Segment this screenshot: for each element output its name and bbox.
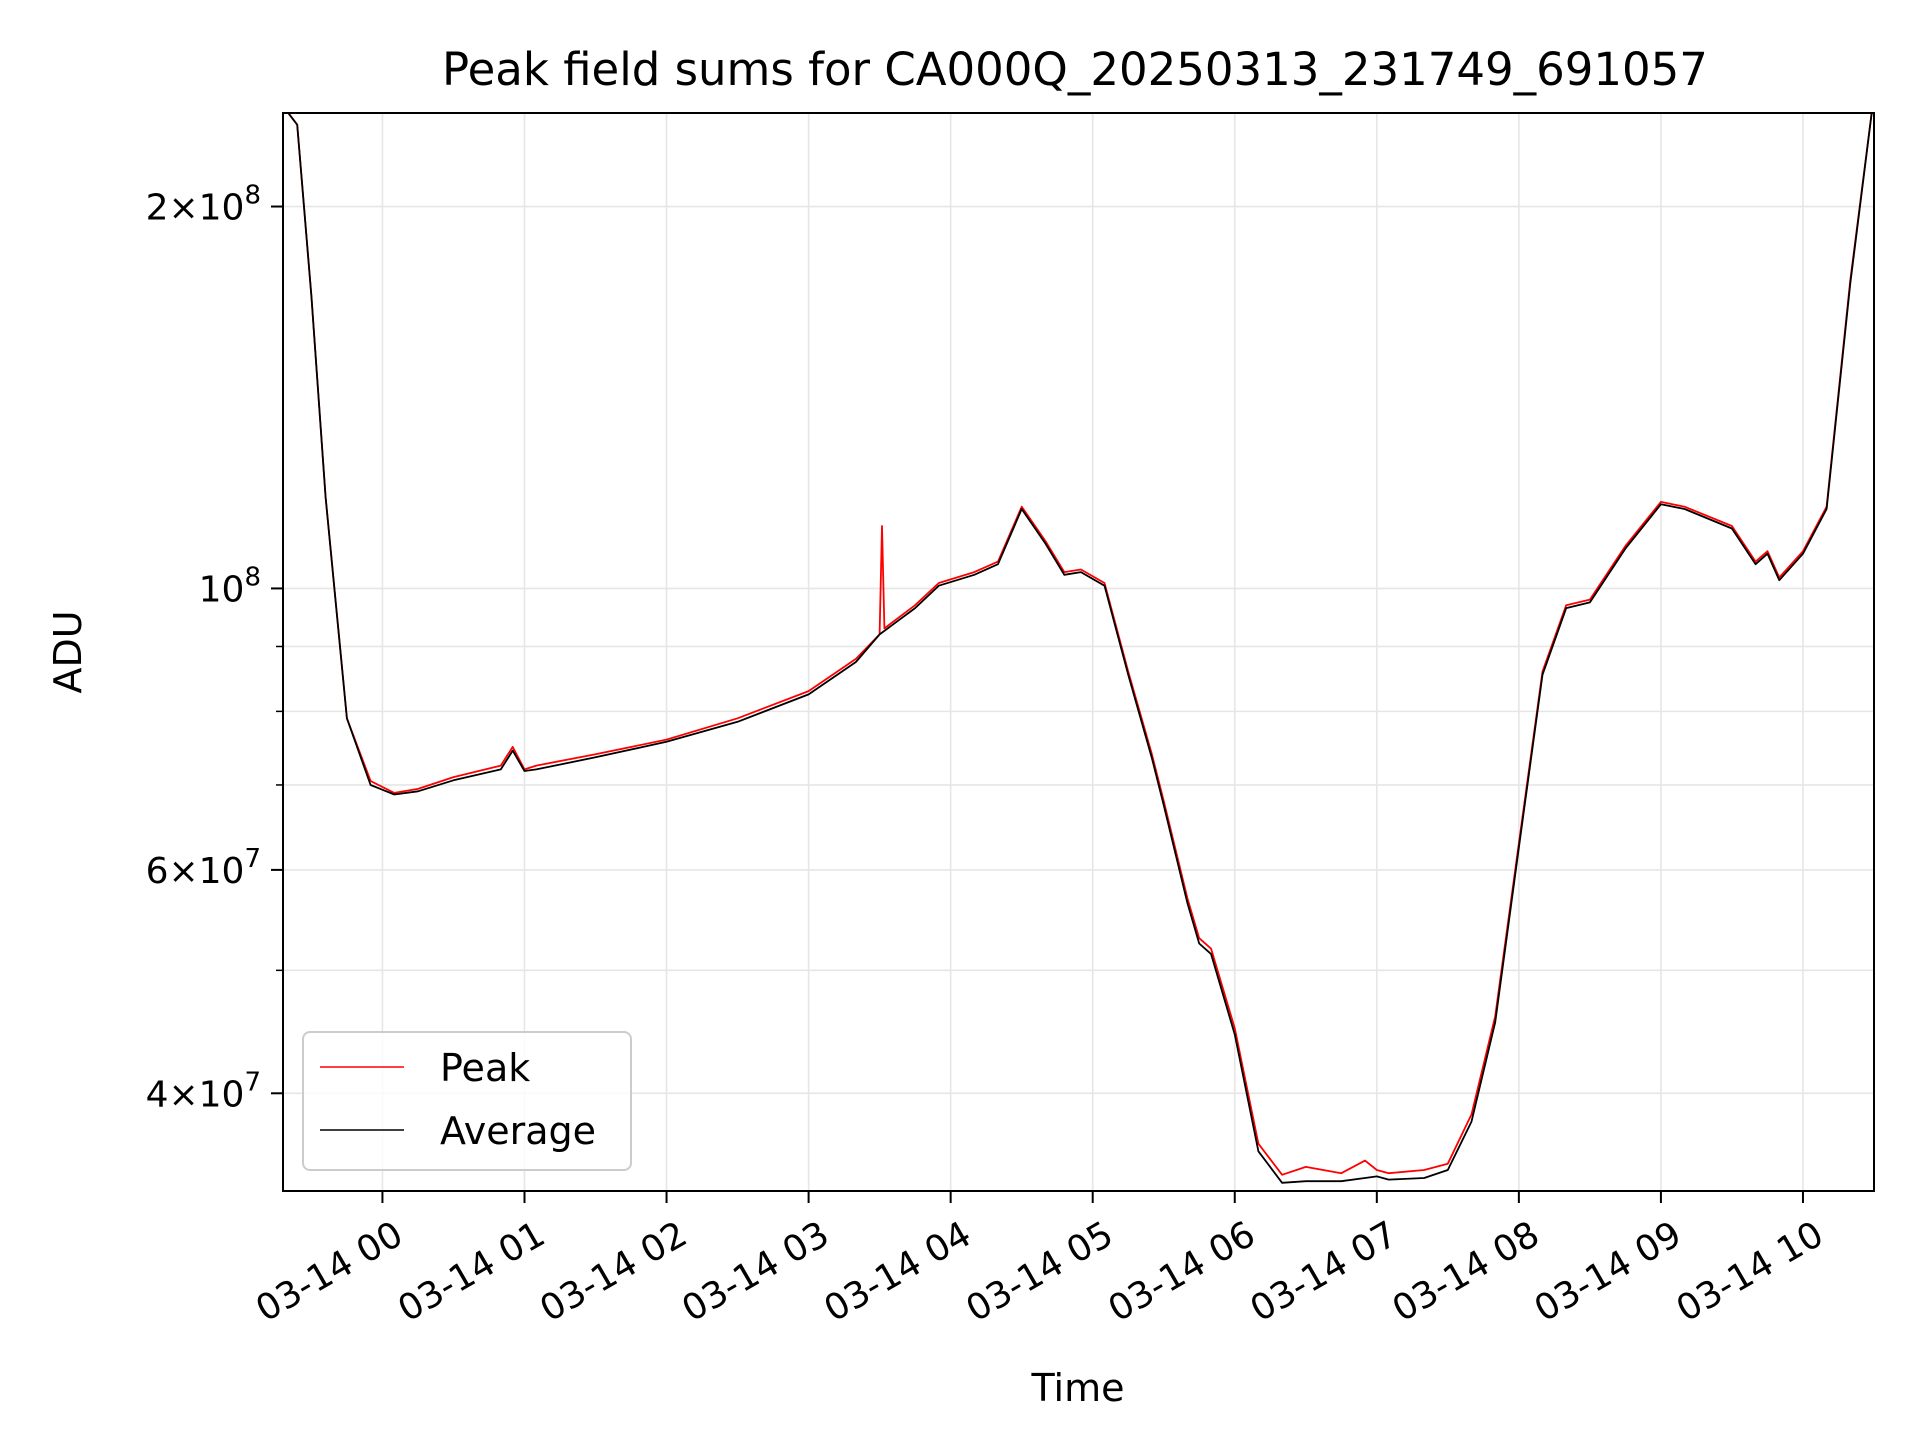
- legend: Peak Average: [302, 1031, 632, 1171]
- chart-title: Peak field sums for CA000Q_20250313_2317…: [442, 43, 1708, 96]
- legend-label-average: Average: [440, 1109, 596, 1153]
- series-layer: [287, 113, 1873, 1184]
- y-tick-label: 6×107: [146, 844, 261, 892]
- gridlines: [283, 113, 1874, 1191]
- y-tick-label: 2×108: [146, 181, 261, 229]
- y-tick-label: 108: [199, 562, 261, 610]
- plot-frame: [282, 112, 1875, 1192]
- y-axis-label: ADU: [46, 610, 90, 693]
- y-tick-label: 4×107: [146, 1067, 261, 1115]
- peak-series-line: [287, 113, 1873, 1176]
- average-series-line: [287, 113, 1873, 1184]
- legend-label-peak: Peak: [440, 1046, 530, 1090]
- y-axis: 4×107 6×107 108 2×108: [146, 181, 283, 1115]
- x-axis-label: Time: [1031, 1366, 1125, 1410]
